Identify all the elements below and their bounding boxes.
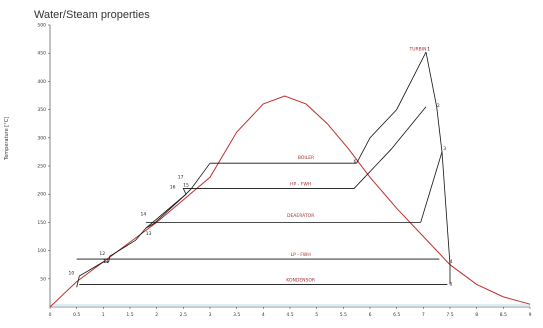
point-label: 15 bbox=[183, 182, 189, 188]
point-label: 10 bbox=[68, 270, 74, 276]
process-label: LP - FWH bbox=[291, 252, 311, 258]
cycle-segment bbox=[353, 106, 427, 189]
y-tick-label: 50 bbox=[40, 276, 46, 282]
x-tick-label: 1.5 bbox=[126, 312, 133, 318]
process-label: BOILER bbox=[298, 155, 314, 161]
cycle-segment bbox=[182, 188, 354, 195]
point-label: 12 bbox=[99, 251, 105, 257]
process-label: KONDENSOR bbox=[286, 278, 315, 284]
y-tick-label: 350 bbox=[37, 107, 46, 113]
point-label: 1 bbox=[427, 46, 430, 52]
cycle-segment bbox=[185, 162, 211, 195]
cycle-segment bbox=[356, 51, 427, 164]
y-tick-label: 250 bbox=[37, 164, 46, 170]
x-tick-label: 7 bbox=[422, 312, 425, 318]
x-tick-label: 1 bbox=[102, 312, 105, 318]
point-label: 11 bbox=[103, 259, 109, 265]
x-tick-label: 2.5 bbox=[180, 312, 187, 318]
y-tick-label: 500 bbox=[37, 23, 46, 29]
y-axis-label: Temperature [°C] bbox=[4, 117, 10, 161]
y-tick-label: 450 bbox=[37, 51, 46, 57]
y-tick-label: 200 bbox=[37, 192, 46, 198]
x-tick-label: 0.5 bbox=[73, 312, 80, 318]
saturation-dome-line bbox=[49, 95, 531, 308]
x-tick-label: 5.5 bbox=[340, 312, 347, 318]
point-label: 4 bbox=[450, 259, 453, 265]
process-label: DEAERATOR bbox=[287, 213, 314, 219]
process-label: HP - FWH bbox=[290, 182, 311, 188]
point-label: 14 bbox=[140, 212, 146, 218]
point-label: 3 bbox=[443, 146, 446, 152]
cycle-segment bbox=[76, 261, 104, 288]
x-tick-label: 4.5 bbox=[286, 312, 293, 318]
y-tick-label: 100 bbox=[37, 248, 46, 254]
x-tick-label: 6 bbox=[369, 312, 372, 318]
cycle-segment bbox=[436, 106, 443, 152]
process-label: TURBIN bbox=[409, 46, 427, 52]
cycle-segment bbox=[425, 51, 438, 107]
point-label: 5 bbox=[450, 282, 453, 288]
x-tick-label: 7.5 bbox=[446, 312, 453, 318]
point-label: 17 bbox=[178, 174, 184, 180]
cycle-segment bbox=[145, 193, 187, 229]
x-tick-label: 0 bbox=[49, 312, 52, 318]
point-label: 13 bbox=[146, 231, 152, 237]
point-label: 2 bbox=[437, 103, 440, 109]
x-tick-label: 3.5 bbox=[233, 312, 240, 318]
y-tick-label: 150 bbox=[37, 220, 46, 226]
chart-title: Water/Steam properties bbox=[34, 9, 150, 21]
x-tick-label: 3 bbox=[209, 312, 212, 318]
x-tick-label: 2 bbox=[155, 312, 158, 318]
x-tick-label: 5 bbox=[315, 312, 318, 318]
x-tick-label: 8.5 bbox=[500, 312, 507, 318]
y-tick-label: 300 bbox=[37, 135, 46, 141]
x-tick-label: 8 bbox=[475, 312, 478, 318]
x-tick-label: 9 bbox=[529, 312, 532, 318]
y-tick-label: 400 bbox=[37, 79, 46, 85]
x-tick-label: 4 bbox=[262, 312, 265, 318]
x-tick-label: 6.5 bbox=[393, 312, 400, 318]
cycle-segment bbox=[441, 151, 451, 265]
point-label: 6 bbox=[354, 159, 357, 165]
cycle-segment bbox=[420, 151, 443, 223]
point-label: 16 bbox=[170, 185, 176, 191]
